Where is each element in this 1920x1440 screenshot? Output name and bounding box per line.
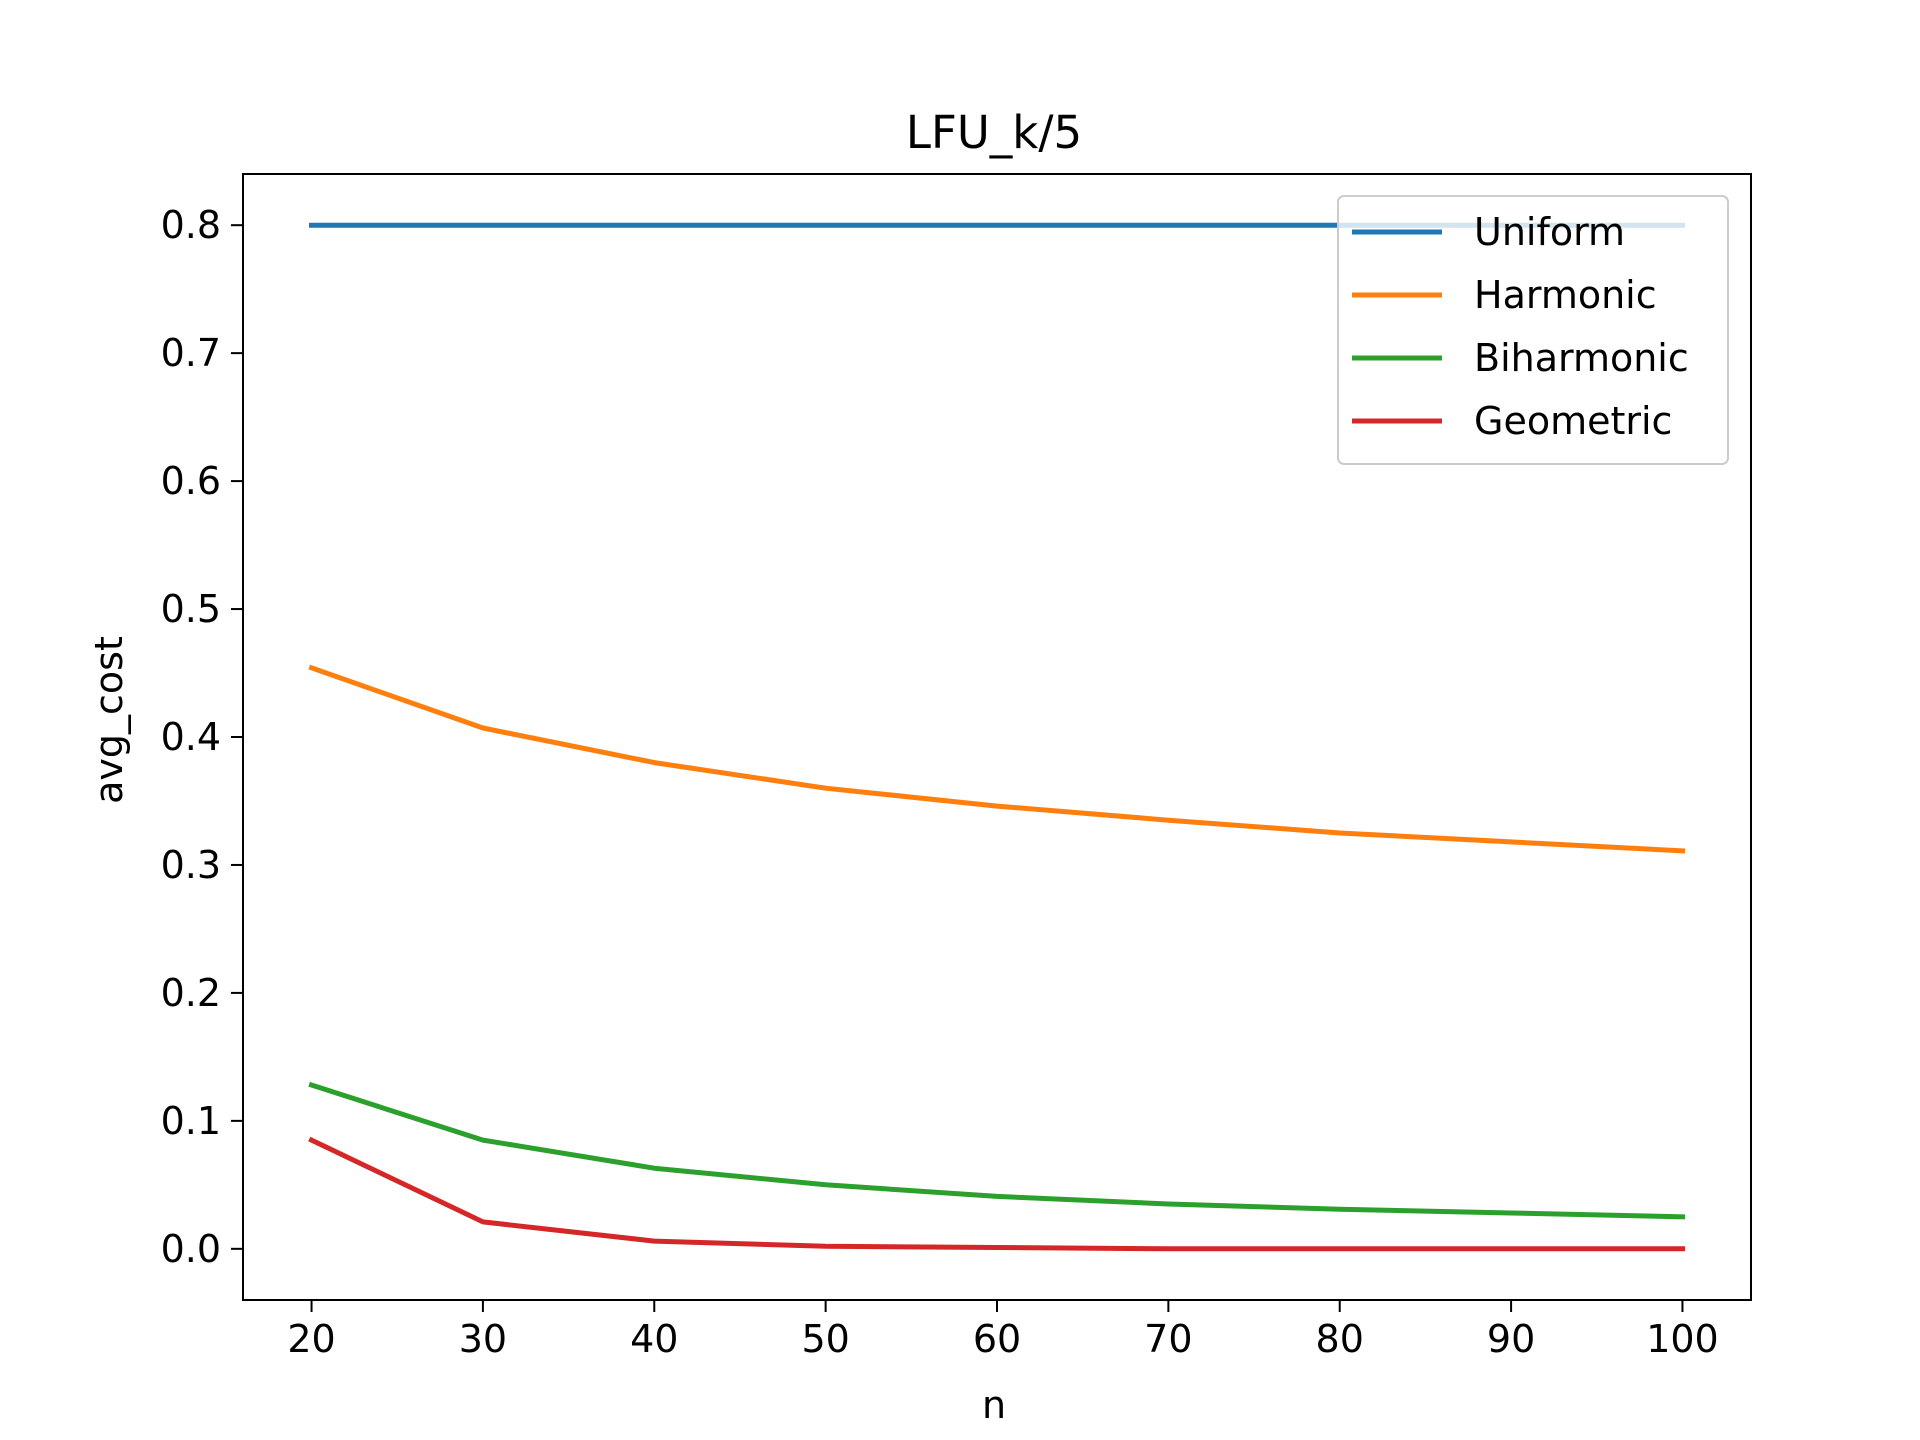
legend-label-harmonic: Harmonic xyxy=(1474,273,1657,317)
series-line-biharmonic xyxy=(308,1081,1686,1220)
y-tick-label: 0.7 xyxy=(161,331,221,375)
x-tick-label: 70 xyxy=(1144,1317,1192,1361)
x-tick-label: 30 xyxy=(459,1317,507,1361)
y-tick-label: 0.0 xyxy=(161,1227,221,1271)
legend: Uniform Harmonic Biharmonic Geometric xyxy=(1337,195,1729,465)
x-tick-label: 40 xyxy=(630,1317,678,1361)
series-line-harmonic xyxy=(308,664,1686,854)
chart-title: LFU_k/5 xyxy=(906,106,1082,159)
series-line-geometric xyxy=(308,1136,1685,1252)
legend-label-geometric: Geometric xyxy=(1474,399,1672,443)
x-tick-label: 90 xyxy=(1487,1317,1535,1361)
x-tick-label: 60 xyxy=(973,1317,1021,1361)
y-tick-label: 0.1 xyxy=(161,1099,221,1143)
y-tick-label: 0.4 xyxy=(161,715,221,759)
x-tick-label: 50 xyxy=(801,1317,849,1361)
y-tick-label: 0.3 xyxy=(161,843,221,887)
y-tick-label: 0.5 xyxy=(161,587,221,631)
y-tick-label: 0.8 xyxy=(161,203,221,247)
y-axis-title: avg_cost xyxy=(87,636,131,804)
x-tick-label: 80 xyxy=(1316,1317,1364,1361)
y-tick-label: 0.6 xyxy=(161,459,221,503)
axes: 20 30 40 50 60 70 80 90 100 0.0 0.1 0.2 0.3 0.4 0.5 0.6… xyxy=(161,173,1752,1361)
legend-label-uniform: Uniform xyxy=(1474,210,1625,254)
x-tick-label: 20 xyxy=(287,1317,335,1361)
x-tick-label: 100 xyxy=(1646,1317,1719,1361)
x-axis-title: n xyxy=(982,1383,1006,1427)
y-tick-label: 0.2 xyxy=(161,971,221,1015)
legend-box xyxy=(1337,195,1729,465)
legend-label-biharmonic: Biharmonic xyxy=(1474,336,1689,380)
